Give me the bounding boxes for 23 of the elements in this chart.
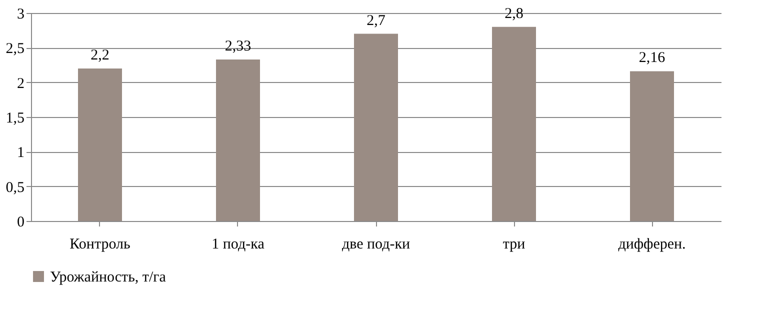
y-tick-label: 0,5 — [6, 180, 24, 196]
legend-label: Урожайность, т/га — [50, 270, 166, 286]
data-label: 2,33 — [224, 38, 252, 54]
bar — [354, 34, 398, 221]
y-tick-label: 3 — [17, 6, 24, 22]
bar — [492, 26, 536, 221]
data-label: 2,8 — [504, 6, 524, 22]
y-tick-label: 2 — [17, 76, 24, 92]
y-tick-label: 1,5 — [6, 110, 24, 126]
x-tick-label: две под-ки — [342, 236, 410, 252]
data-label: 2,2 — [90, 47, 110, 64]
bar — [78, 68, 122, 221]
data-label: 2,7 — [366, 12, 386, 29]
data-label: 2,16 — [638, 50, 666, 66]
x-tick-label: дифферен. — [618, 236, 686, 252]
bar — [630, 71, 674, 221]
y-tick-label: 2,5 — [6, 41, 24, 58]
x-tick-label: Контроль — [70, 236, 130, 252]
y-tick-label: 0 — [17, 214, 24, 230]
y-tick-label: 1 — [17, 145, 24, 162]
bar — [216, 59, 260, 221]
x-tick-label: 1 под-ка — [212, 236, 265, 252]
x-tick-label: три — [502, 236, 526, 252]
